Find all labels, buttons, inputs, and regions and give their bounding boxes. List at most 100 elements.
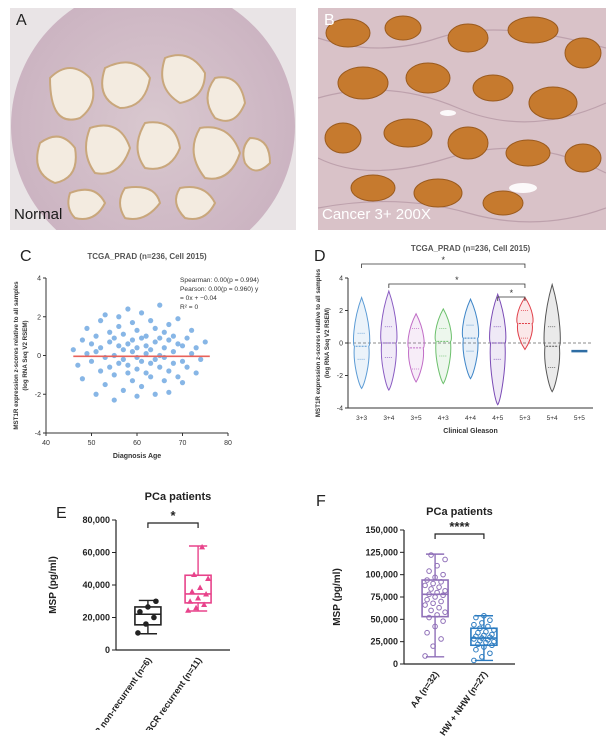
y-axis-label: MST1R expression z-scores relative to al… <box>315 268 322 417</box>
data-point <box>202 339 208 345</box>
data-point <box>102 312 108 318</box>
data-point <box>434 589 440 596</box>
y-tick-label: 25,000 <box>370 637 398 647</box>
data-point <box>185 607 192 613</box>
data-point <box>442 609 448 615</box>
data-point <box>148 360 154 366</box>
data-point <box>426 614 432 621</box>
significance-bracket <box>497 296 526 301</box>
data-point <box>153 598 159 605</box>
data-point <box>138 310 145 316</box>
data-point <box>161 378 167 384</box>
data-point <box>189 327 195 333</box>
data-point <box>179 358 186 364</box>
x-tick-label: BCR recurrent (n=11) <box>144 655 204 730</box>
data-point <box>143 621 149 627</box>
significance-marker: * <box>170 508 176 523</box>
chart-title: TCGA_PRAD (n=236, Cell 2015) <box>411 244 531 253</box>
data-point <box>175 341 181 347</box>
data-point <box>107 329 113 335</box>
data-point <box>424 629 430 636</box>
y-tick-label: 150,000 <box>365 525 398 535</box>
y-axis-label: (log RNA Seq V2 RSEM) <box>324 308 331 378</box>
stats-annotation: R² = 0 <box>180 304 198 311</box>
violin <box>461 297 480 380</box>
data-point <box>191 571 198 577</box>
data-point <box>432 574 438 581</box>
significance-bracket <box>434 533 485 539</box>
data-point <box>137 609 143 615</box>
significance-bracket <box>361 263 526 268</box>
data-point <box>485 623 491 630</box>
x-tick-label: AA (n=32) <box>408 669 440 709</box>
data-point <box>201 601 208 607</box>
data-point <box>175 316 181 322</box>
data-point <box>116 360 122 366</box>
data-point <box>88 341 95 347</box>
data-point <box>79 376 85 382</box>
data-point <box>491 638 497 645</box>
data-point <box>442 587 448 594</box>
data-point <box>166 368 172 374</box>
data-point <box>111 372 117 378</box>
data-point <box>483 629 489 635</box>
data-point <box>189 350 195 357</box>
data-point <box>93 349 99 355</box>
data-point <box>491 627 497 633</box>
x-axis-label: Diagnosis Age <box>113 453 161 460</box>
data-point <box>166 389 172 395</box>
x-tick-label: 3+4 <box>383 415 394 422</box>
data-point <box>134 366 140 372</box>
box <box>184 574 212 604</box>
y-tick-label: 0 <box>105 645 110 655</box>
x-tick-label: 4+3 <box>438 415 449 422</box>
data-point <box>189 588 196 594</box>
data-point <box>193 370 199 376</box>
data-point <box>93 391 99 397</box>
panel-letter-f: F <box>316 493 326 510</box>
data-point <box>424 596 430 603</box>
data-point <box>111 335 117 341</box>
y-tick-label: 20,000 <box>82 613 110 623</box>
x-tick-label: 5+4 <box>547 415 558 422</box>
y-tick-label: 100,000 <box>365 570 398 580</box>
data-point <box>479 654 485 660</box>
stats-annotation: = 0x + −0.04 <box>180 295 217 302</box>
data-point <box>422 653 428 659</box>
data-point <box>98 368 104 374</box>
violin <box>489 292 507 406</box>
data-point <box>157 302 163 308</box>
data-point <box>438 598 444 605</box>
data-point <box>129 337 136 343</box>
y-axis-label: MSP (pg/ml) <box>48 556 59 614</box>
data-point <box>179 380 186 386</box>
violin <box>543 282 561 393</box>
y-tick-label: 50,000 <box>370 614 398 624</box>
data-point <box>442 556 448 563</box>
data-point <box>134 327 140 333</box>
significance-marker: * <box>510 288 514 298</box>
data-point <box>426 591 432 598</box>
data-point <box>138 358 145 364</box>
y-tick-label: -2 <box>35 392 41 399</box>
data-point <box>125 370 131 376</box>
x-tick-label: 5+3 <box>519 415 530 422</box>
data-point <box>120 356 126 362</box>
data-point <box>477 625 483 632</box>
y-tick-label: 2 <box>37 314 41 321</box>
data-point <box>438 579 444 585</box>
data-point <box>432 623 438 630</box>
data-point <box>184 335 190 341</box>
data-point <box>198 356 204 362</box>
x-tick-label: 5+5 <box>574 415 585 422</box>
x-tick-label: 70 <box>179 440 187 447</box>
data-point <box>428 586 434 592</box>
data-point <box>170 349 176 355</box>
y-tick-label: 125,000 <box>365 547 398 557</box>
data-point <box>148 374 154 380</box>
micrograph-cancer: B Cancer 3+ 200X <box>318 8 606 230</box>
data-point <box>436 604 442 611</box>
data-point <box>430 580 436 587</box>
data-point <box>440 571 446 578</box>
data-point <box>161 345 167 351</box>
